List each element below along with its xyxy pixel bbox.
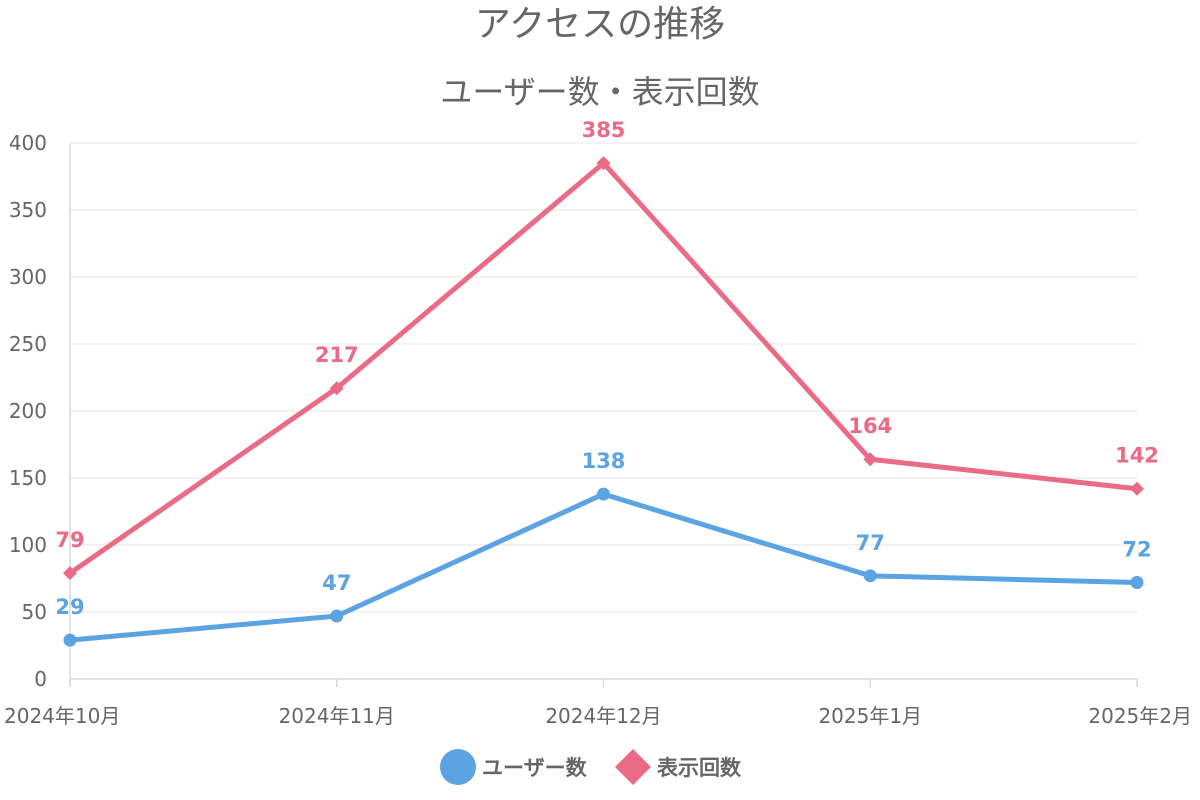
x-tick-label: 2024年11月 <box>279 704 395 728</box>
data-point-marker[interactable] <box>63 633 77 647</box>
data-point-marker[interactable] <box>596 156 611 171</box>
y-tick-label: 150 <box>9 466 47 490</box>
data-label: 72 <box>1122 538 1151 562</box>
data-label-layer: 29 47 138 77 72 79 217 385 164 142 <box>55 118 1159 619</box>
legend-item-1[interactable]: ユーザー数 <box>440 749 588 785</box>
series-line-2[interactable] <box>67 160 1140 576</box>
chart-title: アクセスの推移 <box>475 4 725 45</box>
axis-layer: 0 50 100 150 200 250 300 350 400 2024年10月 2024年11月… <box>4 131 1192 728</box>
legend-circle-icon <box>440 749 476 785</box>
y-tick-label: 50 <box>22 600 47 624</box>
data-label: 385 <box>582 118 626 142</box>
y-tick-label: 200 <box>9 399 47 423</box>
y-tick-label: 350 <box>9 198 47 222</box>
data-label: 217 <box>315 343 359 367</box>
legend-diamond-icon <box>615 749 651 785</box>
data-point-marker[interactable] <box>63 566 77 581</box>
x-tick-label: 2024年10月 <box>4 704 120 728</box>
data-label: 77 <box>856 531 885 555</box>
data-point-marker[interactable] <box>863 452 878 467</box>
y-tick-label: 100 <box>9 533 47 557</box>
x-tick-label: 2024年12月 <box>545 704 661 728</box>
y-tick-label: 0 <box>34 667 47 691</box>
legend-item-2[interactable]: 表示回数 <box>615 749 742 785</box>
data-label: 29 <box>55 595 84 619</box>
data-label: 142 <box>1115 444 1159 468</box>
data-point-marker[interactable] <box>1130 481 1144 496</box>
legend-label: 表示回数 <box>657 756 742 780</box>
legend-label: ユーザー数 <box>482 756 588 780</box>
x-tick-label: 2025年2月 <box>1088 704 1192 728</box>
data-point-marker[interactable] <box>330 609 344 623</box>
y-tick-label: 250 <box>9 332 47 356</box>
series-line-1[interactable] <box>67 491 1140 643</box>
x-tick-label: 2025年1月 <box>818 704 922 728</box>
chart-subtitle: ユーザー数・表示回数 <box>440 73 759 111</box>
data-label: 79 <box>55 528 84 552</box>
grid-layer <box>70 142 1137 613</box>
data-label: 47 <box>322 571 351 595</box>
data-point-marker[interactable] <box>1130 576 1144 590</box>
data-point-marker[interactable] <box>863 569 877 583</box>
y-tick-label: 400 <box>9 131 47 155</box>
y-tick-label: 300 <box>9 265 47 289</box>
series-layer <box>63 156 1144 647</box>
data-label: 164 <box>848 414 892 438</box>
data-point-marker[interactable] <box>597 487 610 501</box>
legend[interactable]: ユーザー数 表示回数 <box>440 749 742 785</box>
data-label: 138 <box>582 449 626 473</box>
data-point-marker[interactable] <box>329 381 344 396</box>
